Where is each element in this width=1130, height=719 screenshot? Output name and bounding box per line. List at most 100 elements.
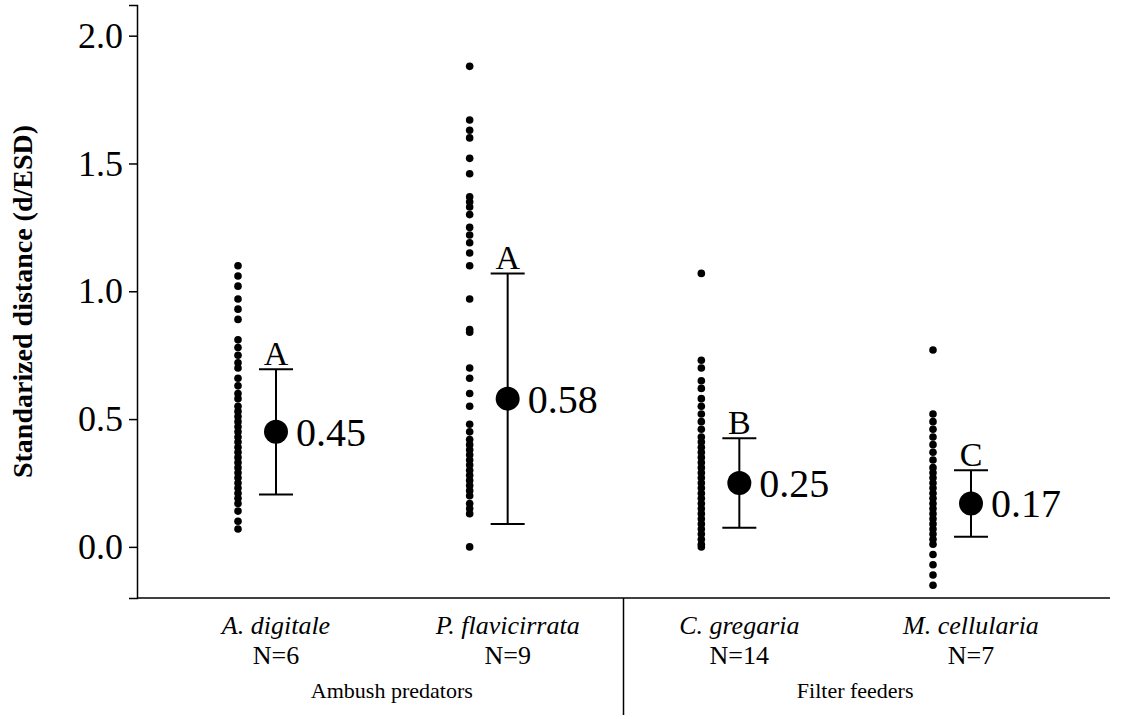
category-label: C. gregaria (679, 611, 799, 640)
y-tick-label: 0.5 (78, 399, 123, 439)
data-point (466, 390, 474, 398)
n-label: N=9 (484, 641, 530, 670)
data-point (466, 428, 474, 436)
data-point (466, 126, 474, 134)
y-tick: 1.0 (78, 271, 137, 311)
data-point (698, 426, 706, 434)
error-bar-cap (722, 527, 756, 529)
category-label: P. flavicirrata (435, 611, 580, 640)
data-point (929, 410, 937, 418)
error-bar (491, 273, 525, 523)
data-point (929, 571, 937, 579)
data-point (466, 374, 474, 382)
data-point (929, 426, 937, 434)
data-point (929, 346, 937, 354)
significance-letter: B (728, 404, 751, 441)
data-point (234, 382, 242, 390)
data-point (234, 305, 242, 313)
data-point (929, 551, 937, 559)
data-point (234, 374, 242, 382)
error-bar-cap (954, 536, 988, 538)
points-group (466, 63, 474, 551)
significance-letter: A (264, 335, 289, 372)
y-axis-title: Standarized distance (d/ESD) (7, 125, 38, 478)
error-bar-cap (259, 493, 293, 495)
data-point (466, 211, 474, 219)
data-point (698, 543, 706, 551)
y-tick: 0.0 (78, 527, 137, 567)
mean-point (496, 387, 520, 411)
data-point (929, 449, 937, 457)
group-label: Filter feeders (797, 678, 914, 703)
data-point (466, 231, 474, 239)
data-point (466, 492, 474, 500)
data-point (929, 581, 937, 589)
y-tick-mark (129, 419, 137, 421)
data-point (466, 543, 474, 551)
data-point (698, 402, 706, 410)
data-point (466, 224, 474, 232)
mean-point (727, 471, 751, 495)
data-point (698, 385, 706, 393)
n-label: N=14 (710, 641, 769, 670)
data-label: 0.45 (296, 410, 366, 455)
y-tick: 2.0 (78, 16, 137, 56)
data-point (234, 507, 242, 515)
category-label: M. cellularia (902, 611, 1039, 640)
data-point (698, 377, 706, 385)
y-tick-label: 1.5 (78, 143, 123, 183)
y-tick: 1.5 (78, 143, 137, 183)
y-tick-label: 2.0 (78, 16, 123, 56)
data-point (698, 270, 706, 278)
points-group (698, 270, 706, 551)
y-tick: 0.5 (78, 399, 137, 439)
data-point (234, 316, 242, 324)
data-label: 0.58 (528, 377, 598, 422)
data-point (466, 364, 474, 372)
data-point (234, 295, 242, 303)
data-point (466, 63, 474, 71)
y-tick-mark (129, 291, 137, 293)
data-point (698, 356, 706, 364)
mean-point (264, 420, 288, 444)
data-point (466, 402, 474, 410)
data-point (234, 518, 242, 526)
data-point (234, 336, 242, 344)
error-bar-cap (491, 523, 525, 525)
y-tick-mark (129, 163, 137, 165)
data-point (466, 134, 474, 142)
y-tick-label: 0.0 (78, 527, 123, 567)
data-point (929, 541, 937, 549)
error-bar (259, 369, 293, 494)
mean-point (959, 491, 983, 515)
data-point (698, 418, 706, 426)
data-point (234, 364, 242, 372)
data-point (466, 155, 474, 163)
data-point (466, 170, 474, 178)
group-label: Ambush predators (311, 678, 473, 703)
data-point (234, 282, 242, 290)
data-point (466, 510, 474, 518)
data-point (234, 351, 242, 359)
data-point (234, 500, 242, 508)
data-point (929, 418, 937, 426)
category-label: A. digitale (220, 611, 330, 640)
data-point (698, 395, 706, 403)
group-divider (623, 598, 625, 715)
n-label: N=6 (253, 641, 299, 670)
data-point (929, 456, 937, 464)
data-label: 0.25 (759, 461, 829, 506)
data-point (929, 433, 937, 441)
y-axis: 0.0 0.5 1.0 1.5 2.0 (78, 6, 138, 599)
marks (234, 63, 988, 589)
data-point (234, 525, 242, 533)
data-point (466, 295, 474, 303)
data-point (929, 441, 937, 449)
error-bar (954, 470, 988, 536)
data-label: 0.17 (991, 481, 1061, 526)
significance-letter: A (495, 239, 520, 276)
y-axis-line (129, 6, 138, 599)
chart: 0.0 0.5 1.0 1.5 2.0 Standarized distance (d/E… (0, 0, 1130, 719)
points-group (929, 346, 937, 589)
data-point (234, 344, 242, 352)
